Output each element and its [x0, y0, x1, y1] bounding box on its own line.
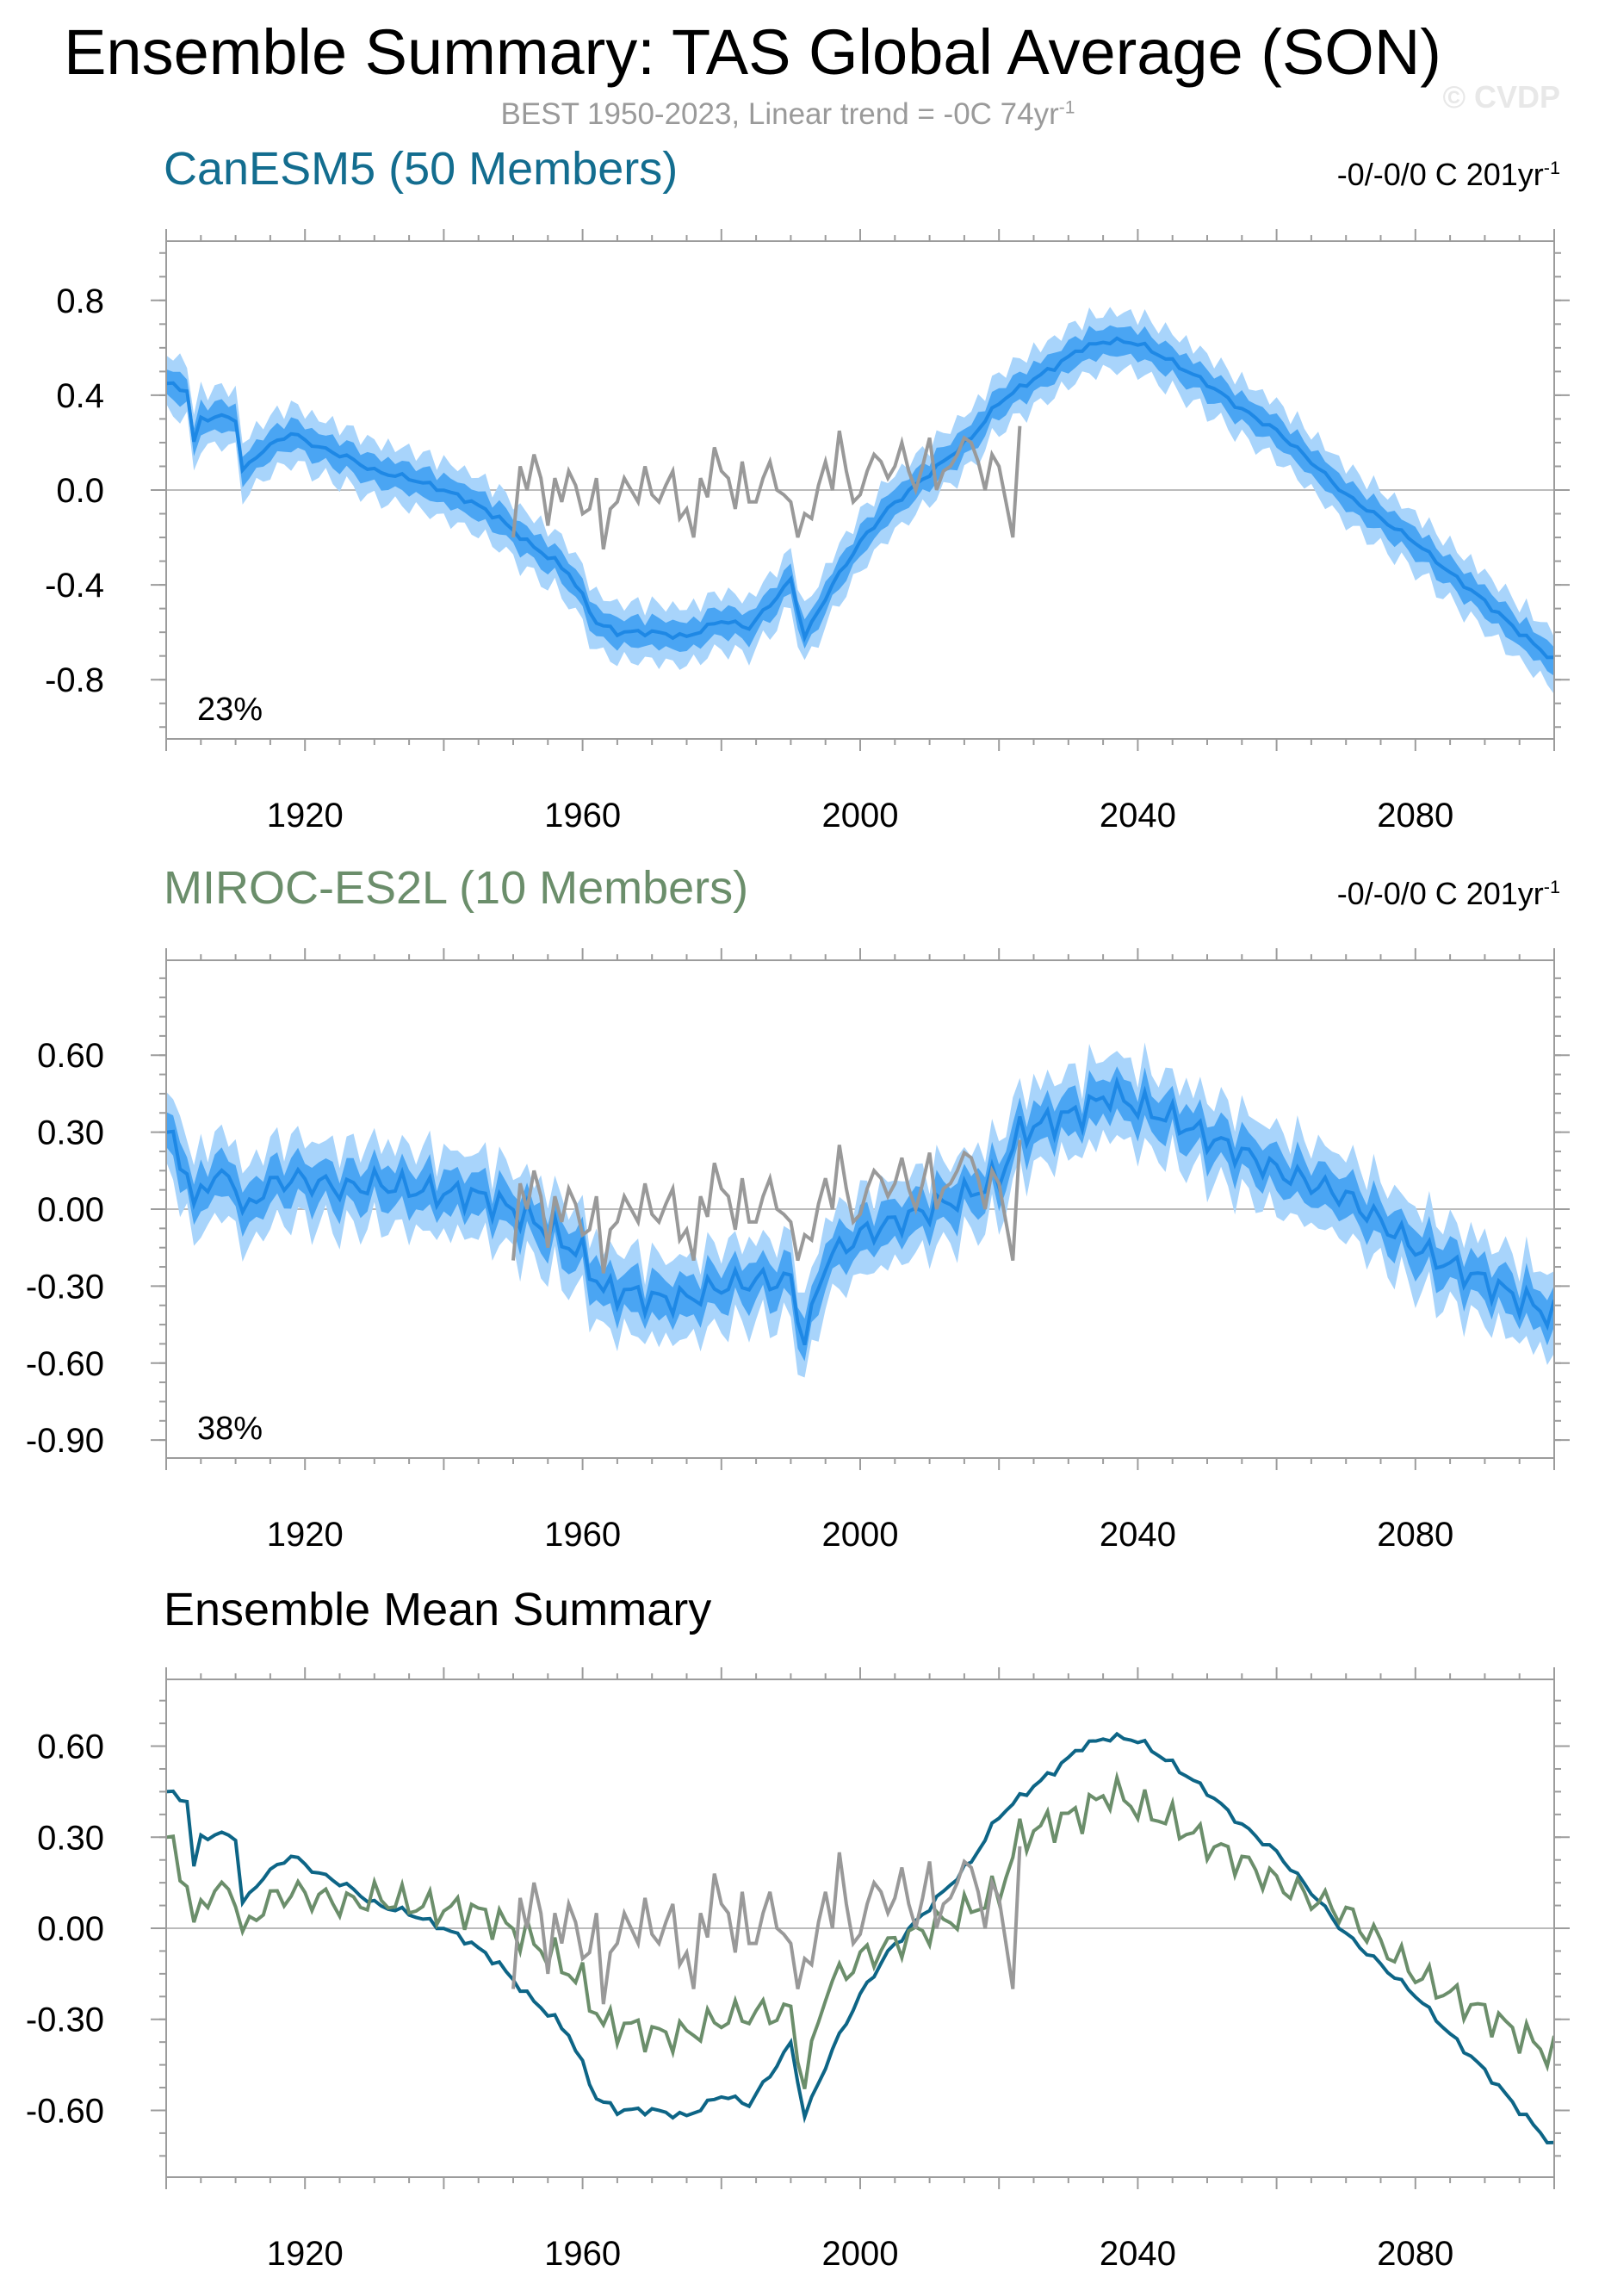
canesm5-trend-label: -0/-0/0 C 201yr-1	[1337, 157, 1560, 193]
miroc-x-tick-label: 1960	[544, 1516, 621, 1554]
miroc-x-tick-label: 2000	[822, 1516, 899, 1554]
panel-summary: 1920 1960 2000 2040 2080 0.60 0.30 0.00 -0.30 -0.…	[26, 1667, 1570, 2273]
summary-x-tick-label: 2080	[1377, 2235, 1453, 2273]
canesm5-x-tick-label: 2000	[822, 797, 899, 835]
canesm5-trend-text: -0/-0/0 C 201yr	[1336, 157, 1544, 192]
summary-canesm5-line	[166, 1731, 1554, 2145]
miroc-ensemble-mean-line	[166, 1076, 1554, 1346]
canesm5-y-tick-label: 0.8	[56, 282, 104, 320]
canesm5-x-tick-label: 2040	[1100, 797, 1176, 835]
canesm5-y-tick-label: 0.4	[56, 377, 104, 415]
summary-plot-area	[166, 1731, 1554, 2145]
cvdp-credit: © CVDP	[1442, 79, 1560, 115]
summary-x-tick-label: 2000	[822, 2235, 899, 2273]
miroc-y-tick-label: 0.00	[37, 1191, 104, 1229]
miroc-y-tick-label: -0.60	[26, 1345, 104, 1383]
miroc-trend-text: -0/-0/0 C 201yr	[1336, 876, 1544, 911]
canesm5-trend-exponent: -1	[1543, 157, 1560, 178]
miroc-y-tick-label: -0.30	[26, 1268, 104, 1306]
canesm5-plot-area	[166, 307, 1554, 695]
miroc-y-tick-label: 0.30	[37, 1114, 104, 1152]
summary-y-tick-label: -0.30	[26, 2001, 104, 2039]
summary-best-observation-line	[511, 1846, 1022, 2005]
observation-subtitle: BEST 1950-2023, Linear trend = -0C 74yr-…	[0, 97, 1576, 132]
canesm5-x-tick-label: 1920	[267, 797, 344, 835]
miroc-plot-area	[166, 1042, 1554, 1378]
summary-y-tick-label: 0.00	[37, 1910, 104, 1948]
panel-canesm5: 1920 1960 2000 2040 2080 0.8 0.4 0.0 -0.4 -0.8 23%	[45, 229, 1570, 835]
canesm5-y-tick-label: -0.4	[45, 567, 104, 605]
miroc-panel-title: MIROC-ES2L (10 Members)	[164, 862, 749, 914]
subtitle-text: BEST 1950-2023, Linear trend = -0C 74yr	[500, 97, 1059, 131]
summary-miroc-line	[166, 1771, 1554, 2089]
canesm5-inner-spread	[166, 325, 1554, 676]
summary-x-tick-label: 2040	[1100, 2235, 1176, 2273]
canesm5-percent-label: 23%	[197, 692, 263, 728]
summary-y-tick-label: -0.60	[26, 2092, 104, 2130]
summary-panel-title: Ensemble Mean Summary	[164, 1584, 712, 1635]
summary-y-tick-label: 0.30	[37, 1819, 104, 1857]
summary-y-tick-label: 0.60	[37, 1728, 104, 1766]
canesm5-x-tick-label: 2080	[1377, 797, 1453, 835]
miroc-y-tick-label: -0.90	[26, 1422, 104, 1460]
canesm5-best-observation-line	[511, 425, 1022, 550]
miroc-percent-label: 38%	[197, 1411, 263, 1447]
canesm5-y-tick-label: 0.0	[56, 472, 104, 510]
miroc-best-observation-line	[511, 1139, 1022, 1274]
canesm5-ensemble-mean-line	[166, 336, 1554, 660]
page-title: Ensemble Summary: TAS Global Average (SO…	[64, 16, 1441, 88]
summary-x-tick-label: 1960	[544, 2235, 621, 2273]
canesm5-y-tick-label: -0.8	[45, 661, 104, 699]
summary-x-tick-label: 1920	[267, 2235, 344, 2273]
miroc-trend-label: -0/-0/0 C 201yr-1	[1337, 876, 1560, 912]
miroc-y-tick-label: 0.60	[37, 1037, 104, 1075]
miroc-trend-exponent: -1	[1543, 876, 1560, 897]
canesm5-panel-title: CanESM5 (50 Members)	[164, 143, 679, 195]
subtitle-exponent: -1	[1058, 97, 1075, 118]
miroc-x-tick-label: 2080	[1377, 1516, 1453, 1554]
canesm5-x-tick-label: 1960	[544, 797, 621, 835]
miroc-x-tick-label: 2040	[1100, 1516, 1176, 1554]
miroc-x-tick-label: 1920	[267, 1516, 344, 1554]
panel-miroc: 1920 1960 2000 2040 2080 0.60 0.30 0.00 -0.30 -0.…	[26, 948, 1570, 1554]
